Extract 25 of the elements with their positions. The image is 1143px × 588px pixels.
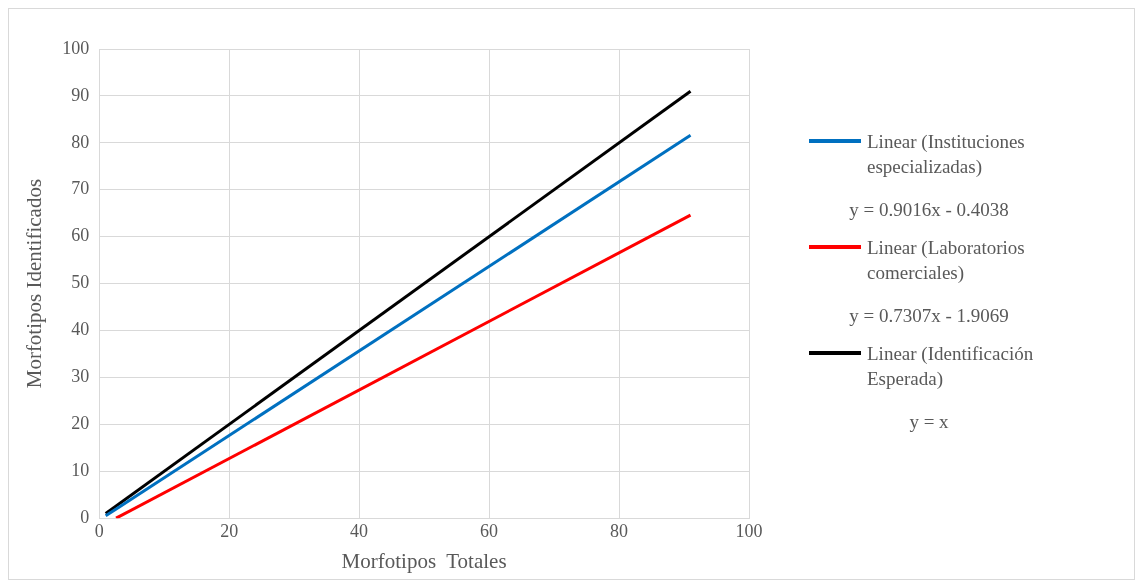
x-axis-title: Morfotipos Totales	[341, 548, 507, 573]
y-tick-label: 0	[80, 506, 90, 527]
text: y = 0.9016x - 0.4038	[848, 199, 1010, 221]
x-tick-label: 80	[610, 520, 629, 541]
x-tick-label: 0	[94, 520, 104, 541]
y-tick-label: 10	[71, 460, 90, 481]
y-tick-label: 60	[71, 225, 90, 246]
y-tick-label: 70	[71, 178, 90, 199]
y-tick-label: 90	[71, 84, 90, 105]
legend-label: Linear (Identificación Esperada)	[867, 342, 1035, 391]
text: y = x	[908, 411, 950, 433]
text: y = 0.7307x - 1.9069	[848, 305, 1010, 327]
y-tick-label: 100	[62, 37, 90, 58]
y-tick-label: 50	[71, 272, 90, 293]
legend-label: Linear (Laboratorios comerciales)	[867, 236, 1026, 285]
y-tick-label: 80	[71, 131, 90, 152]
x-tick-label: 60	[480, 520, 499, 541]
x-tick-label: 100	[735, 520, 763, 541]
y-tick-label: 20	[71, 413, 90, 434]
legend-label: Linear (Instituciones especializadas)	[867, 130, 1026, 179]
y-axis-title: Morfotipos Identificados	[22, 178, 47, 389]
y-tick-label: 30	[71, 366, 90, 387]
x-tick-label: 40	[350, 520, 369, 541]
x-tick-label: 20	[220, 520, 239, 541]
y-tick-label: 40	[71, 319, 90, 340]
